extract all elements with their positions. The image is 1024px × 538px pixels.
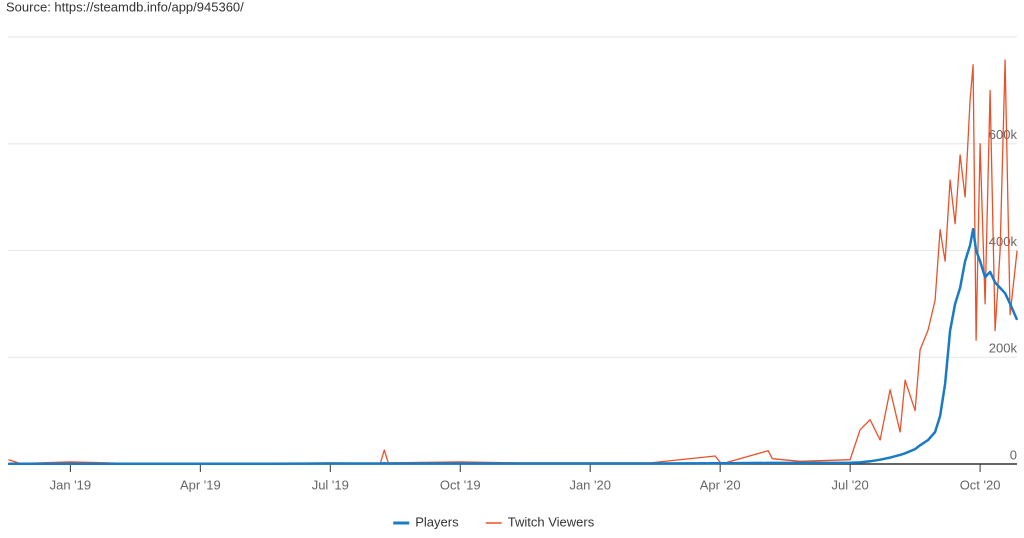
- legend-item: Players: [393, 514, 459, 529]
- y-tick-label: 200k: [989, 341, 1018, 356]
- legend-item: Twitch Viewers: [485, 514, 595, 529]
- x-tick-label: Jan '20: [569, 477, 611, 492]
- y-tick-label: 400k: [989, 234, 1018, 249]
- legend-label: Twitch Viewers: [508, 514, 595, 529]
- x-tick-label: Jul '19: [312, 477, 349, 492]
- series-line: [8, 59, 1018, 465]
- x-tick-label: Oct '20: [960, 477, 1001, 492]
- legend-label: Players: [415, 514, 459, 529]
- x-tick-label: Oct '19: [440, 477, 481, 492]
- series-line: [8, 227, 1019, 465]
- x-tick-label: Jan '19: [50, 477, 92, 492]
- x-tick-label: Jul '20: [832, 477, 869, 492]
- source: Source: https://steamdb.info/app/945360/: [6, 0, 244, 14]
- x-tick-label: Apr '19: [180, 477, 221, 492]
- y-tick-label: 0: [1010, 447, 1017, 462]
- x-tick-label: Apr '20: [700, 477, 741, 492]
